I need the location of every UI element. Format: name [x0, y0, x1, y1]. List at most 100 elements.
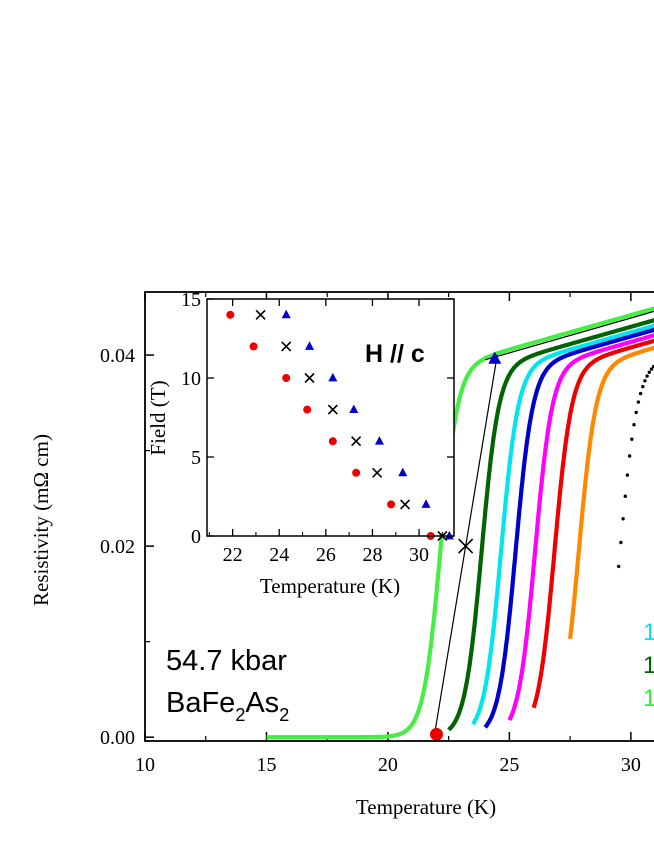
y-axis-title: Resistivity (mΩ cm) [29, 434, 53, 606]
data-point [621, 517, 625, 521]
series-line [483, 327, 654, 729]
data-point [643, 379, 647, 383]
data-point [647, 370, 651, 374]
triangle-point [328, 372, 338, 382]
resistivity-series [471, 323, 654, 726]
inset-background [207, 299, 454, 536]
x-tick-label: 30 [621, 754, 641, 776]
cross-point [255, 309, 266, 320]
data-point [649, 367, 654, 371]
inset-x-tick-label: 26 [316, 544, 336, 566]
data-point [638, 391, 643, 396]
data-point [632, 423, 636, 427]
triangle-point [305, 341, 315, 350]
circle-point [328, 437, 337, 446]
cross-point [351, 436, 362, 447]
circle-marker [430, 727, 444, 741]
inset-y-tick-label: 0 [191, 526, 201, 548]
resistivity-series [265, 306, 654, 740]
triangle-point [281, 309, 291, 319]
compound-part-2: As [245, 687, 279, 719]
data-point [645, 374, 649, 378]
data-point [619, 540, 623, 545]
resistivity-series [568, 345, 654, 640]
cross-point [327, 404, 338, 415]
cross-point [400, 499, 411, 510]
circle-point [249, 342, 258, 351]
cross-point [304, 372, 315, 384]
legend-fragment: 1 [643, 652, 654, 679]
series-line [531, 338, 654, 709]
triangle-point [398, 467, 408, 477]
compound-sub-1: 2 [235, 705, 245, 725]
resistivity-series [507, 333, 654, 721]
resistivity-curves [265, 306, 654, 740]
transition-markers [430, 351, 502, 741]
y-tick-label: 0.04 [100, 345, 135, 367]
y-tick-label: 0.02 [100, 536, 135, 558]
data-point [630, 437, 634, 441]
cross-point [372, 467, 383, 478]
inset-x-axis-title: Temperature (K) [260, 574, 400, 598]
resistivity-series [447, 318, 654, 732]
data-point [623, 494, 627, 498]
main-plot: 10 15 20 25 300.000.020.04 Temperature (K) R… [29, 291, 654, 819]
compound-part-1: BaFe [166, 687, 235, 719]
compound-sub-2: 2 [279, 705, 289, 725]
circle-point [226, 310, 235, 319]
data-point [641, 384, 645, 389]
compound-annotation: BaFe2As2 [166, 687, 289, 725]
x-tick-label: 15 [256, 754, 276, 776]
data-point [636, 400, 641, 404]
circle-series [226, 310, 435, 540]
triangle-point [349, 404, 359, 414]
circle-point [352, 468, 361, 477]
triangle-marker [488, 351, 502, 364]
inset-x-tick-label: 30 [409, 544, 429, 566]
circle-point [387, 500, 396, 509]
x-axis-title: Temperature (K) [356, 795, 496, 819]
x-tick-label: 10 [135, 754, 155, 776]
legend-fragment: 1 [643, 685, 654, 712]
inset-y-tick-label: 5 [191, 447, 201, 469]
series-line [447, 318, 654, 732]
series-line [265, 306, 654, 740]
inset-y-tick-label: 10 [181, 368, 201, 390]
legend-fragment: 1 [643, 619, 654, 646]
resistivity-series [531, 338, 654, 709]
inset-y-tick-label: 15 [181, 289, 201, 311]
inset-x-tick-label: 24 [269, 544, 289, 566]
series-line [568, 345, 654, 640]
inset-x-tick-label: 28 [362, 544, 382, 566]
data-point [617, 564, 621, 569]
inset-frame [206, 298, 455, 537]
series-line [471, 323, 654, 726]
cross-marker [458, 538, 474, 554]
pressure-annotation: 54.7 kbar [166, 645, 287, 677]
triangle-series [281, 309, 454, 540]
data-point [627, 454, 632, 458]
circle-point [303, 405, 312, 414]
triangle-point [421, 499, 431, 508]
inset-title: H // c [365, 340, 425, 368]
series-line [507, 333, 654, 721]
inset-x-tick-label: 22 [223, 544, 243, 566]
legend-fragments: 1 1 1 [643, 619, 654, 712]
resistivity-series [617, 364, 654, 569]
data-point [625, 473, 630, 477]
triangle-point [444, 530, 454, 540]
inset-y-axis-title: Field (T) [146, 380, 170, 455]
main-plot-frame [144, 291, 654, 742]
x-tick-label: 20 [378, 754, 398, 776]
inset-tick-labels: 22 24 26 28 30 0 5 10 15 [181, 289, 429, 566]
main-tick-labels: 10 15 20 25 300.000.020.04 [100, 345, 641, 776]
resistivity-series [483, 327, 654, 729]
x-tick-label: 25 [499, 754, 519, 776]
cross-point [281, 341, 292, 352]
circle-point [282, 374, 291, 382]
fit-line [484, 310, 654, 361]
y-tick-label: 0.00 [100, 727, 135, 749]
data-point [634, 410, 638, 415]
